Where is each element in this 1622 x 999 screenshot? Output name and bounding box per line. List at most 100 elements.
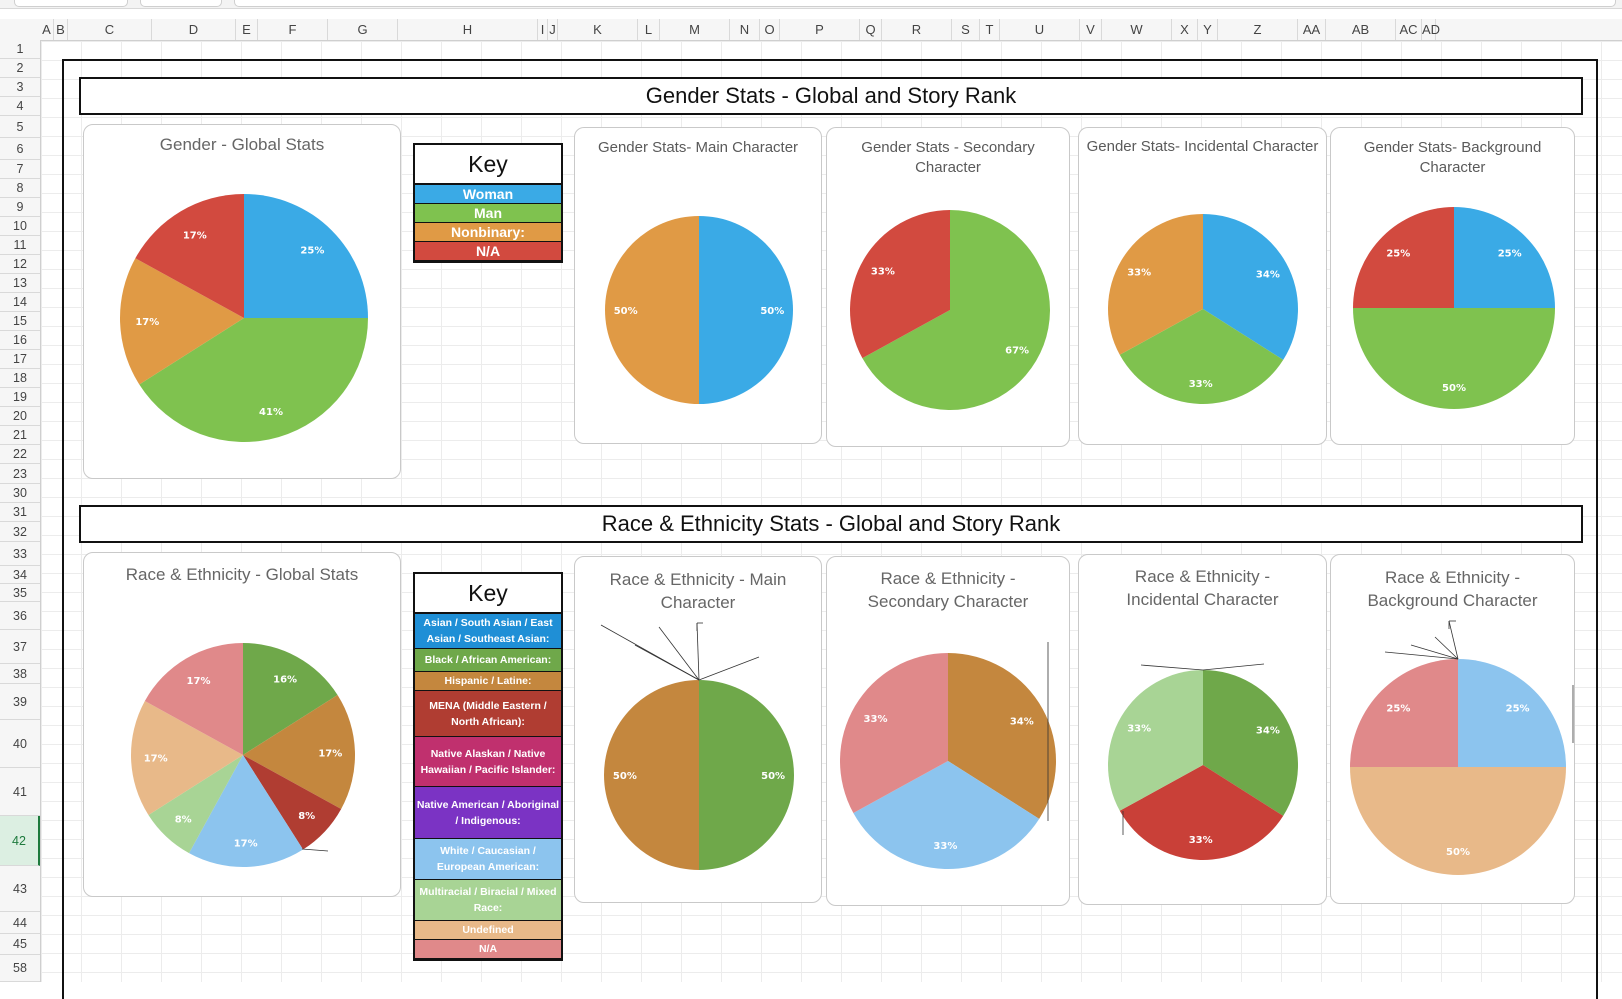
- row-header[interactable]: 2: [0, 59, 40, 78]
- pie-slice[interactable]: [1203, 670, 1298, 816]
- pie-slice[interactable]: [243, 694, 356, 809]
- pie-slice[interactable]: [1350, 659, 1458, 767]
- column-header[interactable]: W: [1102, 19, 1172, 40]
- column-header[interactable]: D: [152, 19, 236, 40]
- chart-card-gender-global[interactable]: Gender - Global Stats 25% 41% 17% 17%: [83, 124, 401, 479]
- column-header[interactable]: G: [328, 19, 398, 40]
- row-header[interactable]: 20: [0, 407, 40, 426]
- chart-card-gender-incidental[interactable]: Gender Stats- Incidental Character 34% 33…: [1078, 127, 1327, 445]
- pie-slice[interactable]: [189, 755, 304, 868]
- column-header[interactable]: AD: [1422, 19, 1440, 40]
- formula-bar[interactable]: [234, 0, 1616, 7]
- row-header[interactable]: 3: [0, 78, 40, 97]
- column-header[interactable]: N: [730, 19, 760, 40]
- pie-slice[interactable]: [605, 216, 699, 404]
- row-header[interactable]: 14: [0, 293, 40, 312]
- row-header[interactable]: 39: [0, 684, 40, 720]
- pie-slice[interactable]: [243, 643, 338, 755]
- row-header[interactable]: 23: [0, 464, 40, 484]
- row-header[interactable]: 22: [0, 445, 40, 464]
- pie-slice[interactable]: [130, 701, 243, 816]
- pie-slice[interactable]: [849, 210, 950, 359]
- row-header[interactable]: 45: [0, 934, 40, 955]
- pie-slice[interactable]: [148, 755, 243, 854]
- column-header[interactable]: E: [236, 19, 258, 40]
- pie-slice[interactable]: [243, 755, 342, 850]
- column-header[interactable]: K: [558, 19, 638, 40]
- pie-slice[interactable]: [1458, 659, 1566, 767]
- row-header[interactable]: 21: [0, 426, 40, 445]
- row-header[interactable]: 30: [0, 484, 40, 503]
- formula-controls[interactable]: [140, 0, 222, 7]
- column-header[interactable]: C: [68, 19, 152, 40]
- pie-slice[interactable]: [1107, 214, 1203, 355]
- pie-slice[interactable]: [119, 258, 244, 385]
- chart-card-gender-secondary[interactable]: Gender Stats - Secondary Character 67% 33…: [826, 127, 1070, 447]
- column-header[interactable]: B: [54, 19, 68, 40]
- column-header[interactable]: X: [1172, 19, 1198, 40]
- row-header[interactable]: 36: [0, 602, 40, 630]
- pie-slice[interactable]: [1350, 767, 1566, 875]
- chart-card-race-incidental[interactable]: Race & Ethnicity - Incidental Character …: [1078, 554, 1327, 905]
- chart-card-race-global[interactable]: Race & Ethnicity - Global Stats 16% 17% 8%…: [83, 552, 401, 897]
- row-header[interactable]: 32: [0, 522, 40, 542]
- row-header[interactable]: 7: [0, 160, 40, 179]
- chart-card-race-background[interactable]: Race & Ethnicity - Background Character …: [1330, 554, 1575, 904]
- pie-slice[interactable]: [699, 216, 793, 404]
- pie-slice[interactable]: [1353, 308, 1555, 409]
- row-header[interactable]: 35: [0, 584, 40, 602]
- row-header[interactable]: 4: [0, 97, 40, 116]
- column-header[interactable]: U: [1000, 19, 1080, 40]
- row-header[interactable]: 10: [0, 217, 40, 236]
- pie-slice[interactable]: [840, 653, 948, 814]
- pie-slice[interactable]: [144, 643, 243, 755]
- row-header[interactable]: 33: [0, 542, 40, 566]
- name-box[interactable]: [14, 0, 128, 7]
- row-header[interactable]: 16: [0, 331, 40, 350]
- row-header[interactable]: 13: [0, 274, 40, 293]
- pie-slice[interactable]: [135, 194, 244, 318]
- chart-card-race-secondary[interactable]: Race & Ethnicity - Secondary Character 3…: [826, 556, 1070, 906]
- row-header[interactable]: 15: [0, 312, 40, 331]
- row-header[interactable]: 5: [0, 116, 40, 138]
- row-header[interactable]: 8: [0, 179, 40, 198]
- row-header[interactable]: 11: [0, 236, 40, 255]
- row-header[interactable]: 43: [0, 866, 40, 912]
- row-header[interactable]: 38: [0, 664, 40, 684]
- pie-slice[interactable]: [948, 653, 1057, 819]
- column-header[interactable]: Z: [1218, 19, 1298, 40]
- pie-slice[interactable]: [139, 318, 368, 443]
- pie-slice[interactable]: [1454, 207, 1555, 308]
- row-header[interactable]: 58: [0, 955, 40, 982]
- pie-slice[interactable]: [244, 194, 368, 318]
- column-header[interactable]: Y: [1198, 19, 1218, 40]
- column-header[interactable]: P: [780, 19, 860, 40]
- row-header[interactable]: 18: [0, 369, 40, 388]
- pie-slice[interactable]: [1203, 214, 1298, 360]
- column-header[interactable]: O: [760, 19, 780, 40]
- pie-slice[interactable]: [604, 680, 699, 870]
- column-header[interactable]: M: [660, 19, 730, 40]
- pie-slice[interactable]: [1119, 309, 1284, 404]
- column-header[interactable]: T: [980, 19, 1000, 40]
- pie-slice[interactable]: [853, 761, 1040, 870]
- row-header[interactable]: 19: [0, 388, 40, 407]
- row-header[interactable]: 6: [0, 138, 40, 160]
- pie-slice[interactable]: [699, 680, 794, 870]
- pie-slice[interactable]: [1107, 670, 1203, 811]
- column-header[interactable]: Q: [860, 19, 882, 40]
- column-header[interactable]: S: [952, 19, 980, 40]
- chart-card-race-main[interactable]: Race & Ethnicity - Main Character 50% 50%: [574, 556, 822, 903]
- row-header[interactable]: 31: [0, 503, 40, 522]
- row-header[interactable]: 44: [0, 912, 40, 934]
- column-header[interactable]: H: [398, 19, 538, 40]
- column-header[interactable]: J: [548, 19, 558, 40]
- row-header[interactable]: 37: [0, 630, 40, 664]
- chart-card-gender-main[interactable]: Gender Stats- Main Character 50% 50%: [574, 127, 822, 444]
- chart-card-gender-background[interactable]: Gender Stats- Background Character 25% 50…: [1330, 127, 1575, 445]
- column-header[interactable]: A: [40, 19, 54, 40]
- row-header[interactable]: 41: [0, 768, 40, 816]
- column-header[interactable]: AC: [1396, 19, 1422, 40]
- column-header[interactable]: V: [1080, 19, 1102, 40]
- column-header[interactable]: AA: [1298, 19, 1326, 40]
